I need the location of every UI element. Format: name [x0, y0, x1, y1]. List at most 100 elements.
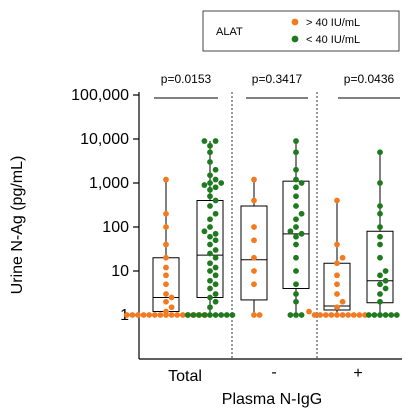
- data-point: [163, 281, 169, 288]
- data-point: [207, 268, 213, 274]
- x-group-label-minus: -: [271, 364, 276, 381]
- data-point: [201, 182, 208, 188]
- data-point: [306, 308, 312, 315]
- data-point: [377, 203, 383, 209]
- data-point: [207, 277, 213, 284]
- data-point: [201, 228, 208, 235]
- p-value-brackets: p=0.0153 p=0.3417 p=0.0436: [154, 72, 400, 99]
- data-point: [377, 298, 383, 305]
- data-point: [168, 294, 175, 301]
- data-point: [207, 203, 213, 209]
- data-point: [371, 312, 378, 318]
- y-axis-title: Urine N-Ag (pg/mL): [9, 156, 26, 295]
- data-point: [293, 149, 299, 156]
- data-point: [334, 312, 340, 318]
- data-point: [212, 298, 219, 305]
- data-point: [256, 312, 263, 318]
- series-column: [240, 176, 268, 318]
- data-point: [293, 138, 299, 144]
- p-value-total: p=0.0153: [161, 72, 212, 86]
- y-tick-label: 10,000: [80, 131, 129, 148]
- data-point: [356, 312, 363, 318]
- data-point: [212, 264, 219, 271]
- data-point: [377, 312, 383, 318]
- data-point: [163, 264, 169, 271]
- data-point: [157, 312, 164, 318]
- data-point: [377, 210, 383, 217]
- data-point: [207, 304, 213, 311]
- data-point: [298, 210, 305, 217]
- data-point: [293, 291, 299, 297]
- data-point: [377, 254, 383, 261]
- series-column: [365, 149, 400, 318]
- data-point: [334, 304, 340, 311]
- data-point: [293, 268, 299, 274]
- data-point: [207, 159, 213, 165]
- data-point: [377, 241, 383, 248]
- data-point: [339, 312, 346, 318]
- data-point: [339, 254, 346, 261]
- data-point: [207, 186, 213, 193]
- data-point: [377, 233, 383, 240]
- series-column: [123, 176, 209, 318]
- data-point: [251, 237, 257, 244]
- data-point: [207, 193, 213, 200]
- data-point: [168, 304, 175, 311]
- data-point: [212, 210, 219, 217]
- data-point: [293, 176, 299, 183]
- data-point: [298, 312, 305, 318]
- data-point: [251, 176, 257, 183]
- series-column: [184, 138, 236, 318]
- data-point: [212, 176, 219, 183]
- data-point: [212, 291, 219, 297]
- data-point: [207, 294, 213, 301]
- data-point: [163, 254, 169, 261]
- data-point: [207, 285, 213, 292]
- data-point: [377, 281, 383, 288]
- series-column: [306, 197, 368, 318]
- legend-box: [202, 10, 400, 52]
- data-point: [201, 138, 208, 144]
- data-point: [195, 312, 202, 318]
- data-point: [377, 180, 383, 186]
- data-point: [293, 281, 299, 288]
- data-point: [201, 312, 208, 318]
- data-point: [163, 241, 169, 248]
- data-point: [377, 291, 383, 297]
- data-point: [251, 312, 257, 318]
- data-point: [251, 268, 257, 274]
- data-point: [207, 180, 213, 186]
- data-point: [293, 193, 299, 200]
- data-point: [345, 312, 352, 318]
- data-point: [229, 312, 236, 318]
- data-point: [207, 149, 213, 156]
- data-point: [334, 291, 340, 297]
- data-point: [212, 197, 219, 204]
- data-point: [218, 180, 225, 186]
- data-point: [311, 312, 318, 318]
- x-group-label-total: Total: [168, 368, 202, 385]
- data-point: [207, 216, 213, 223]
- data-point: [293, 224, 299, 230]
- data-point: [251, 197, 257, 204]
- data-point: [168, 312, 175, 318]
- data-point: [207, 224, 213, 230]
- legend-marker-high: [291, 18, 299, 26]
- data-point: [334, 281, 340, 288]
- data-point: [293, 233, 299, 240]
- data-point: [212, 230, 219, 237]
- data-point: [163, 176, 169, 183]
- data-point: [293, 254, 299, 261]
- data-point: [393, 312, 400, 318]
- data-point: [163, 308, 169, 315]
- legend-marker-low: [291, 35, 299, 43]
- data-point: [350, 312, 357, 318]
- data-point: [212, 272, 219, 279]
- data-point: [174, 312, 181, 318]
- data-point: [123, 312, 130, 318]
- series-column: [282, 138, 310, 318]
- data-point: [151, 312, 158, 318]
- data-point: [146, 312, 153, 318]
- data-point: [163, 291, 169, 297]
